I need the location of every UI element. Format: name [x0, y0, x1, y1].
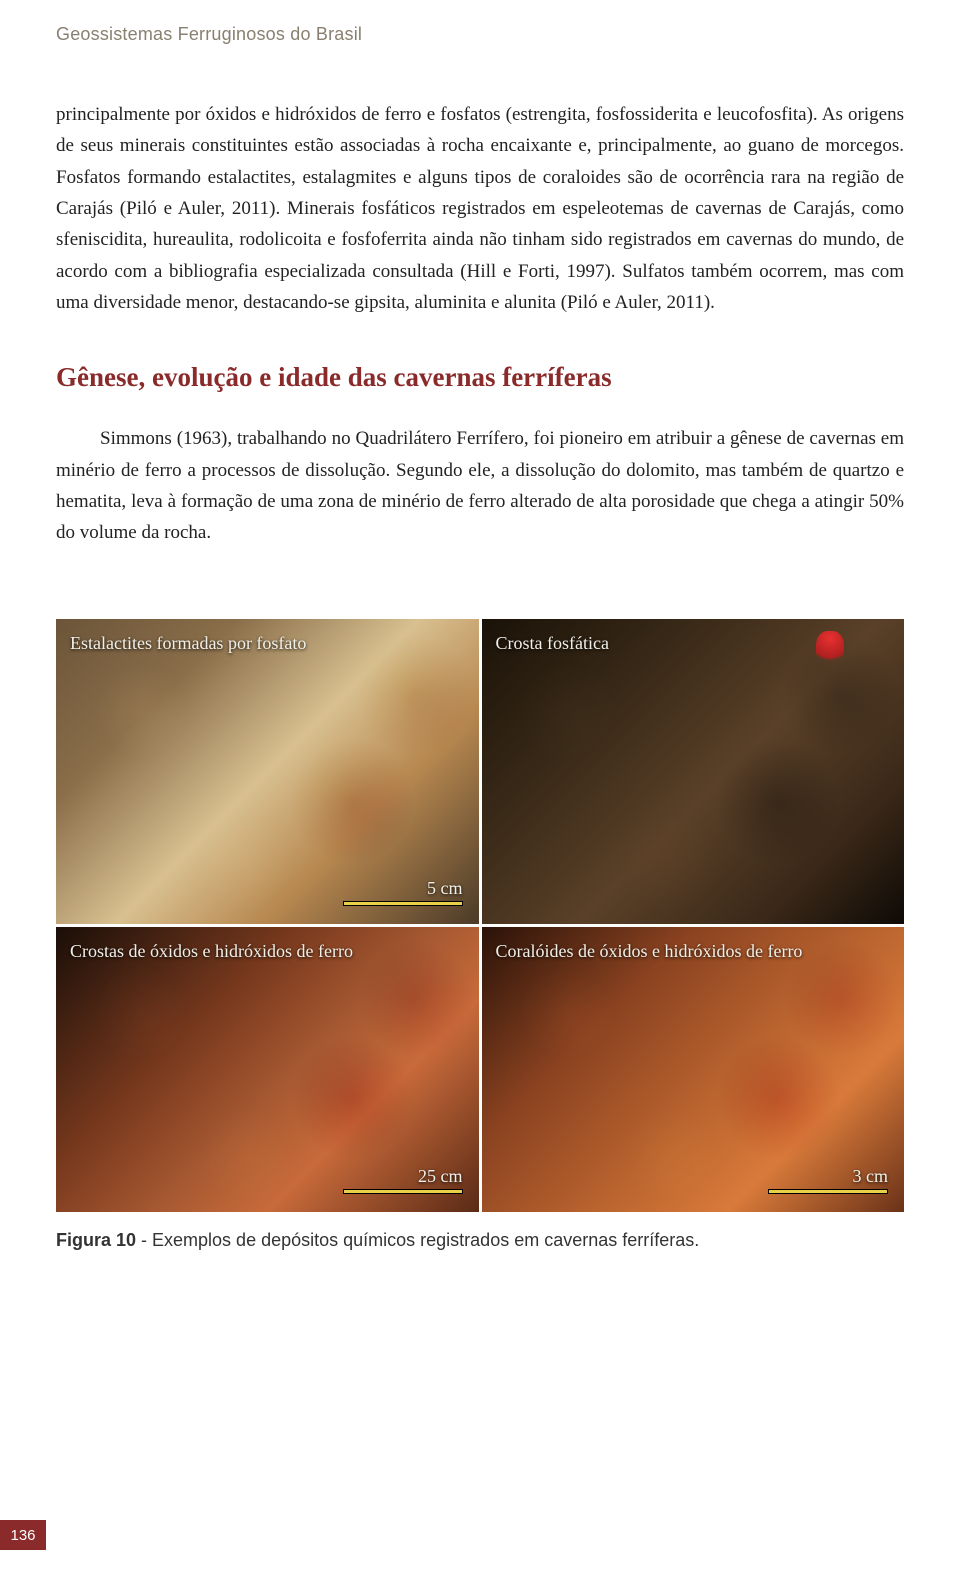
panel-label: Crostas de óxidos e hidróxidos de ferro — [70, 941, 353, 962]
figure-10-grid: Estalactites formadas por fosfato 5 cm C… — [56, 619, 904, 1212]
panel-label: Coralóides de óxidos e hidróxidos de fer… — [496, 941, 803, 962]
scale-line — [768, 1189, 888, 1194]
running-header: Geossistemas Ferruginosos do Brasil — [56, 24, 904, 45]
scale-bar: 25 cm — [343, 1166, 463, 1194]
figure-caption: Figura 10 - Exemplos de depósitos químic… — [56, 1230, 904, 1251]
scale-bar: 5 cm — [343, 878, 463, 906]
page-number: 136 — [0, 1520, 46, 1550]
panel-label: Estalactites formadas por fosfato — [70, 633, 306, 654]
scale-line — [343, 901, 463, 906]
figure-panel-crosta-fosfatica: Crosta fosfática — [482, 619, 905, 924]
figure-caption-bold: Figura 10 — [56, 1230, 136, 1250]
scale-label: 3 cm — [853, 1166, 889, 1187]
person-marker-icon — [816, 631, 844, 667]
scale-label: 25 cm — [418, 1166, 463, 1187]
figure-panel-crostas-oxidos: Crostas de óxidos e hidróxidos de ferro … — [56, 927, 479, 1212]
figure-panel-stalactites: Estalactites formadas por fosfato 5 cm — [56, 619, 479, 924]
scale-line — [343, 1189, 463, 1194]
paragraph-1: principalmente por óxidos e hidróxidos d… — [56, 99, 904, 318]
scale-label: 5 cm — [427, 878, 463, 899]
figure-caption-rest: - Exemplos de depósitos químicos registr… — [136, 1230, 699, 1250]
section-heading: Gênese, evolução e idade das cavernas fe… — [56, 362, 904, 393]
scale-bar: 3 cm — [768, 1166, 888, 1194]
paragraph-2: Simmons (1963), trabalhando no Quadrilát… — [56, 423, 904, 548]
panel-label: Crosta fosfática — [496, 633, 609, 654]
figure-panel-coraloides: Coralóides de óxidos e hidróxidos de fer… — [482, 927, 905, 1212]
